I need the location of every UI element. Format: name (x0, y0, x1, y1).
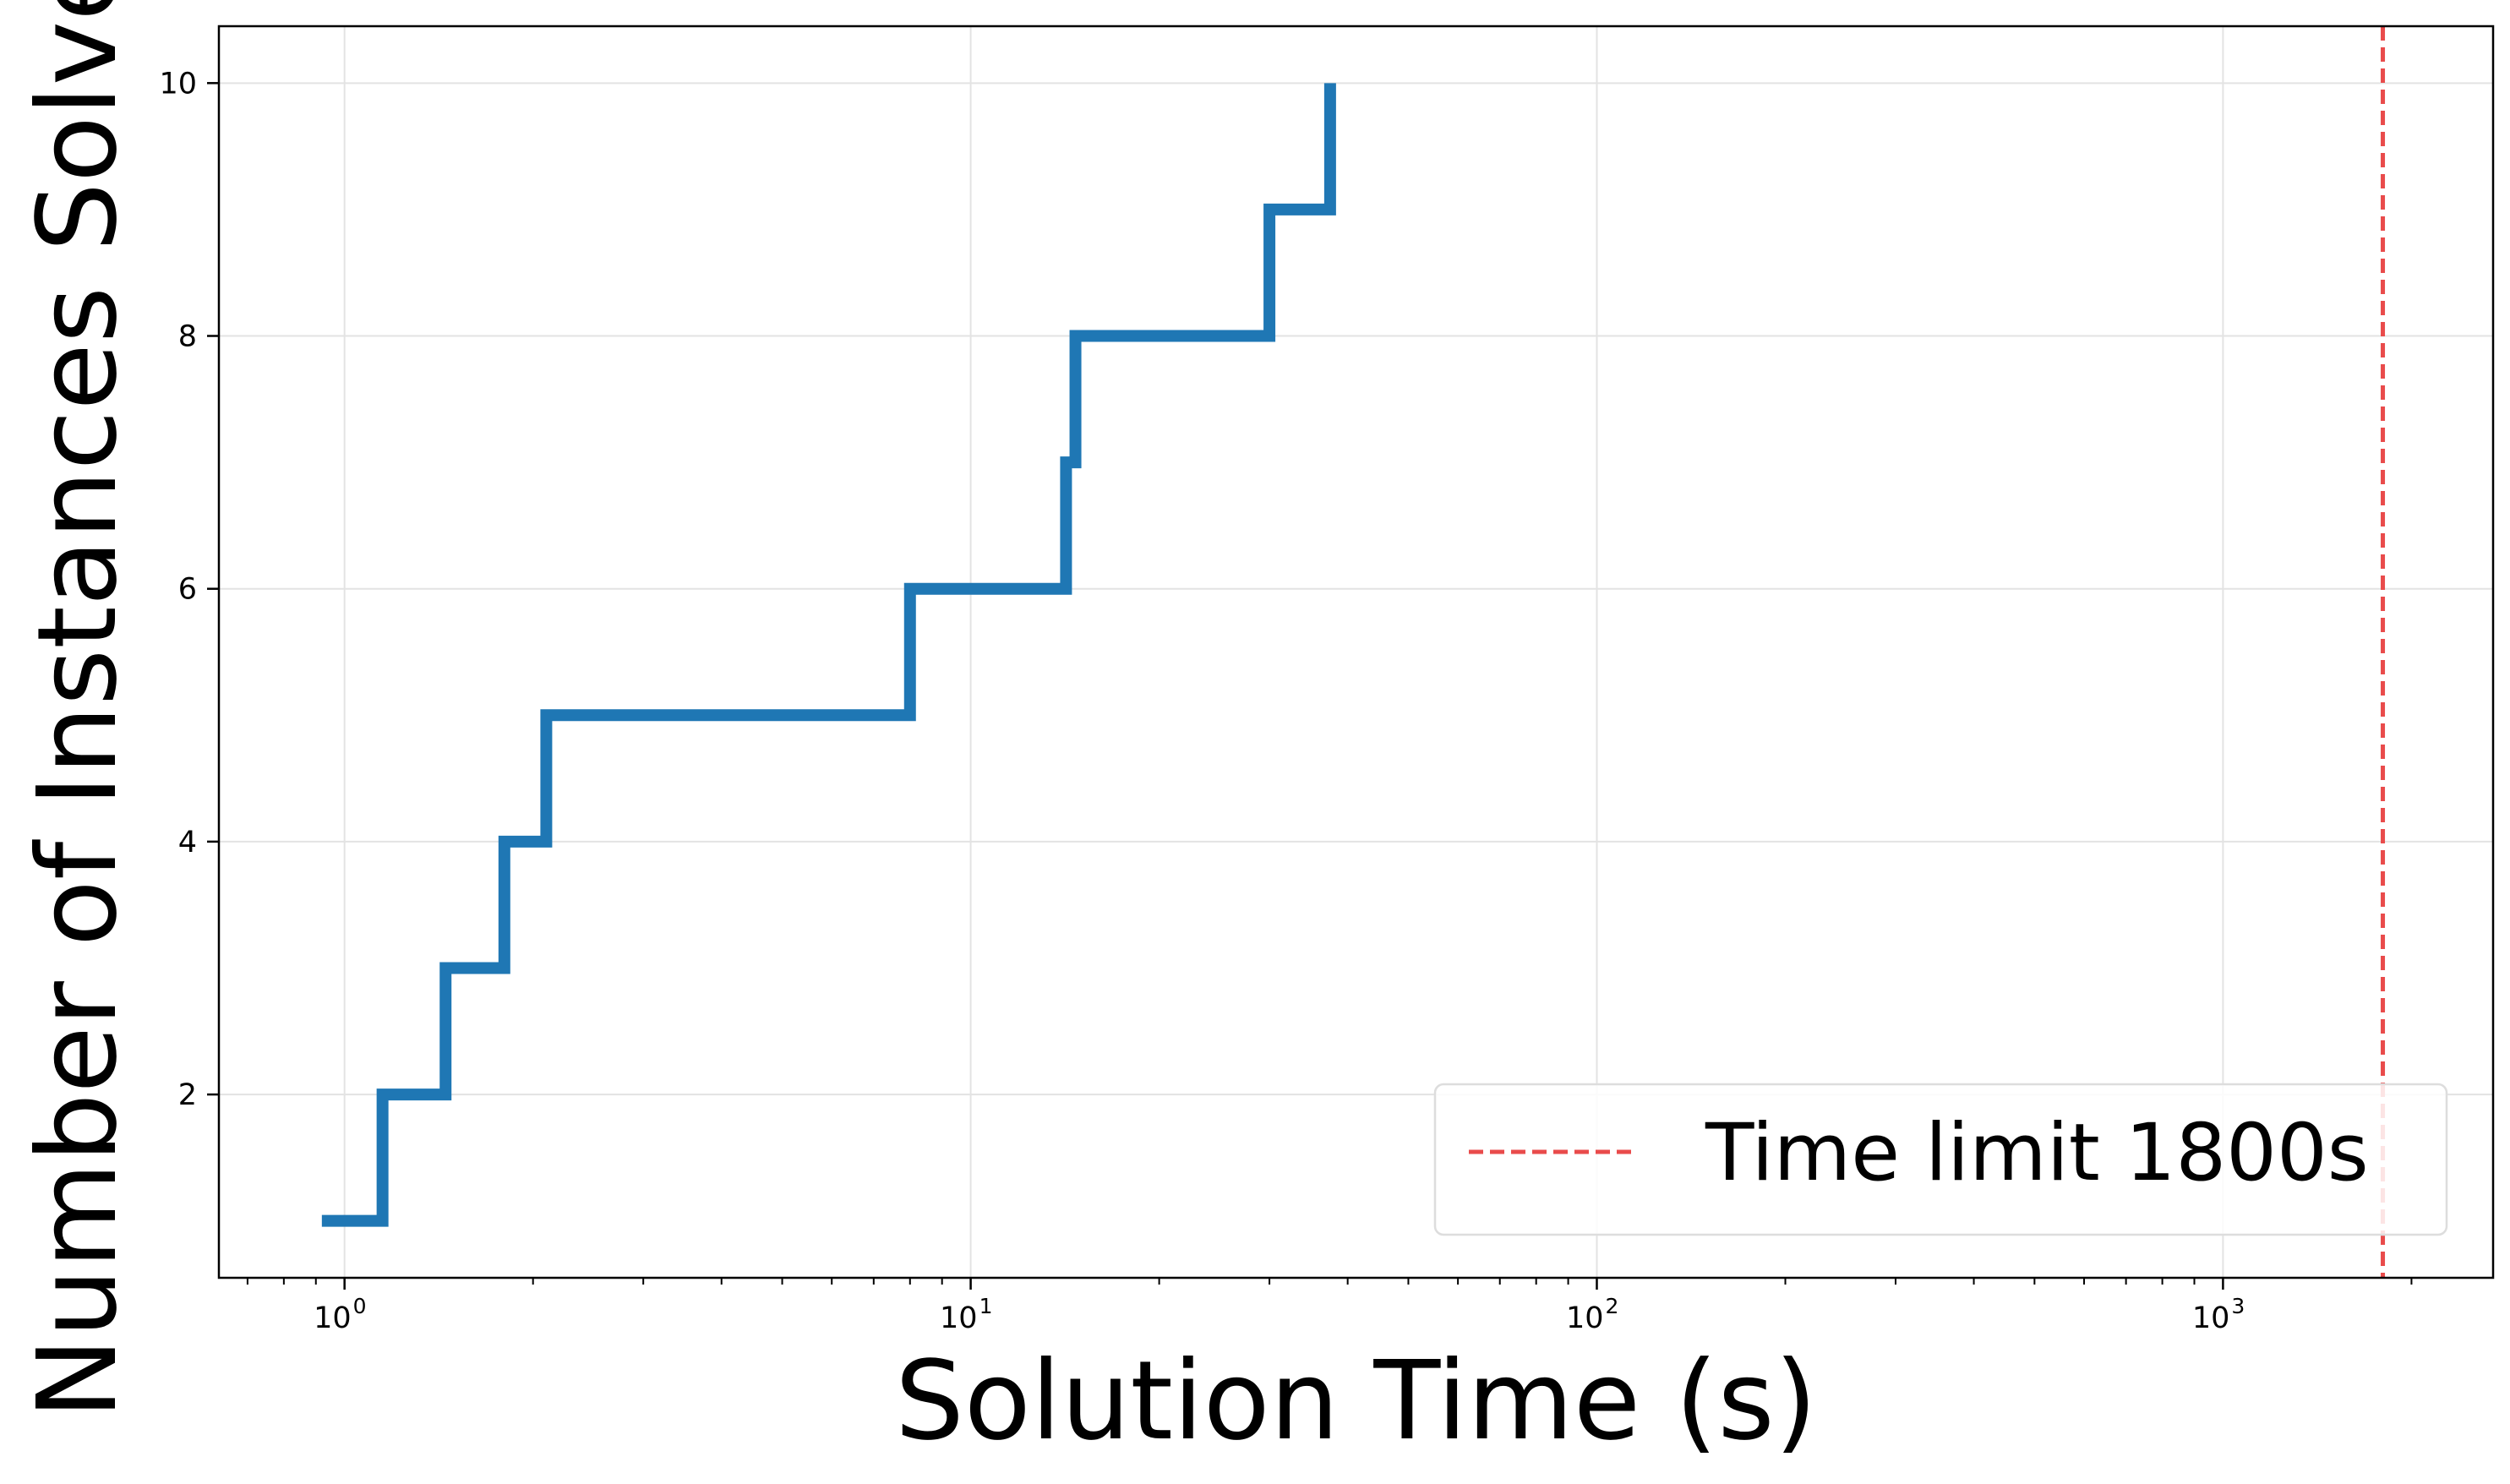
data-series (321, 83, 1336, 1227)
x-tick-label: 10 2 (1566, 1294, 1618, 1335)
y-tick-label: 10 (159, 67, 197, 101)
y-axis-title: Number of Instances Solved (14, 0, 141, 1419)
y-tick-label: 2 (178, 1078, 197, 1112)
x-tick-exponent: 2 (1605, 1294, 1618, 1318)
y-tick-label: 8 (178, 320, 197, 354)
legend-box (1433, 1083, 2448, 1236)
legend: Time limit 1800s (1433, 1083, 2448, 1236)
y-axis-ticks: 2 4 6 8 10 (159, 67, 219, 1112)
x-axis-ticks: 10 0 10 1 10 2 10 3 (246, 1278, 2413, 1335)
x-axis-title: Solution Time (s) (895, 1338, 1817, 1465)
x-tick-label: 10 1 (940, 1294, 992, 1335)
grid-lines (219, 26, 2493, 1278)
x-tick-label: 10 3 (2192, 1294, 2245, 1335)
series-line (321, 83, 1336, 1227)
y-tick-label: 4 (178, 826, 197, 859)
x-tick-exponent: 1 (979, 1294, 993, 1318)
x-tick-base: 10 (940, 1301, 978, 1335)
y-tick-label: 6 (178, 573, 197, 607)
legend-label-time-limit: Time limit 1800s (1705, 1107, 2369, 1199)
x-tick-base: 10 (314, 1301, 352, 1335)
x-tick-base: 10 (1566, 1301, 1604, 1335)
x-tick-exponent: 0 (353, 1294, 367, 1318)
plot-frame (217, 25, 2495, 1279)
x-tick-label: 10 0 (314, 1294, 366, 1335)
x-tick-base: 10 (2192, 1301, 2230, 1335)
x-tick-exponent: 3 (2231, 1294, 2245, 1318)
